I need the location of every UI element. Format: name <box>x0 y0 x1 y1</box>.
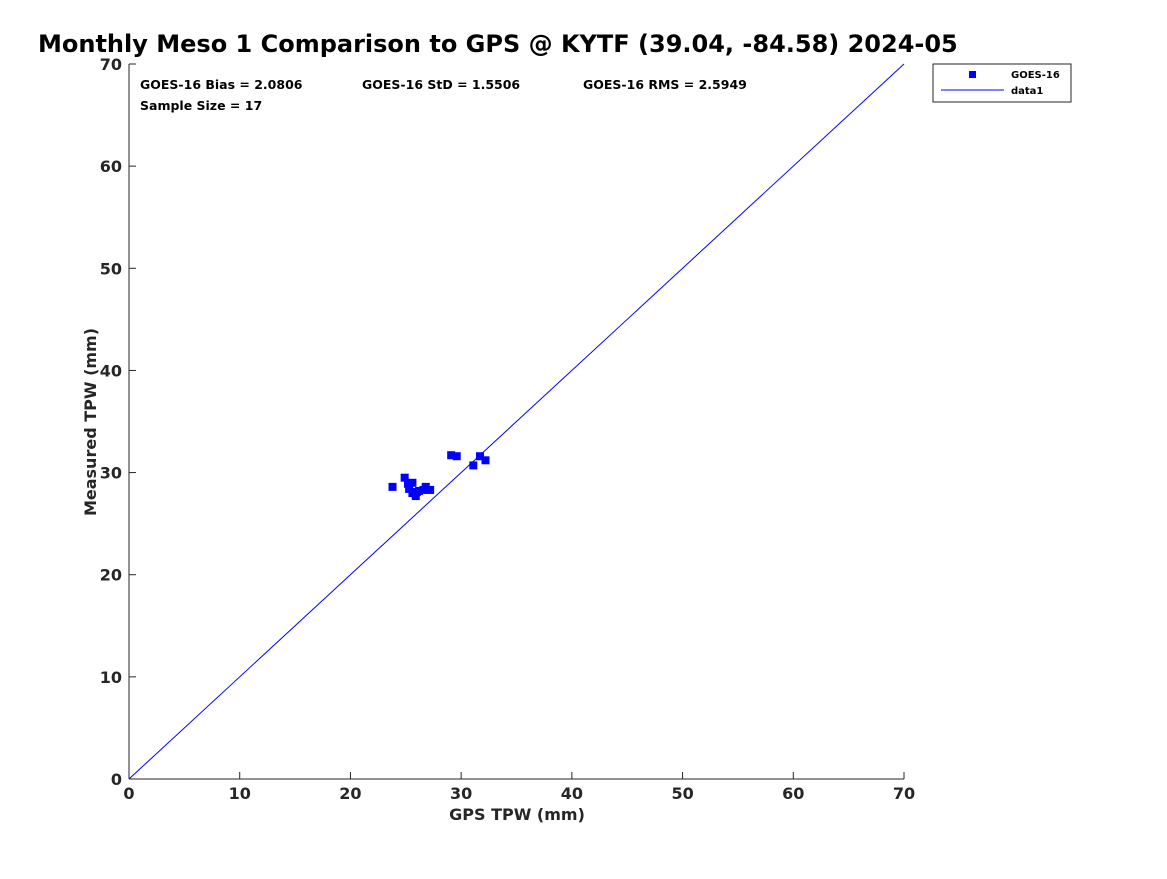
data-point <box>475 452 484 461</box>
legend: GOES-16 data1 <box>932 63 1072 103</box>
data-point <box>412 487 421 496</box>
y-axis-label: Measured TPW (mm) <box>81 328 100 516</box>
data-point <box>388 482 397 491</box>
rms-stat-label: GOES-16 RMS = 2.5949 <box>583 77 747 92</box>
x-tick-label: 10 <box>229 784 251 803</box>
bias-stat-label: GOES-16 Bias = 2.0806 <box>140 77 303 92</box>
x-tick-label: 60 <box>782 784 804 803</box>
data-point <box>469 461 478 470</box>
y-tick-label: 60 <box>100 157 122 176</box>
legend-box <box>932 63 1072 103</box>
data-point <box>426 485 435 494</box>
y-tick-label: 50 <box>100 259 122 278</box>
std-stat-label: GOES-16 StD = 1.5506 <box>362 77 520 92</box>
data-point <box>452 452 461 461</box>
y-tick-label: 30 <box>100 464 122 483</box>
data-point <box>405 484 414 493</box>
x-tick-label: 40 <box>561 784 583 803</box>
x-tick-label: 20 <box>339 784 361 803</box>
sample-size-label: Sample Size = 17 <box>140 98 262 113</box>
x-tick-label: 50 <box>671 784 693 803</box>
legend-label-goes16: GOES-16 <box>1011 70 1060 81</box>
data-point <box>411 492 420 501</box>
chart-title: Monthly Meso 1 Comparison to GPS @ KYTF … <box>38 30 958 58</box>
x-tick-label: 0 <box>123 784 134 803</box>
y-tick-label: 70 <box>100 55 122 74</box>
data-point <box>400 473 409 482</box>
data-point <box>481 456 490 465</box>
x-tick-label: 70 <box>893 784 915 803</box>
series-line-data1 <box>128 63 905 780</box>
x-axis-label: GPS TPW (mm) <box>449 805 585 824</box>
data-point <box>408 478 417 487</box>
data-point <box>447 451 456 460</box>
legend-label-data1: data1 <box>1011 86 1043 97</box>
y-tick-label: 0 <box>111 770 122 789</box>
y-tick-label: 10 <box>100 668 122 687</box>
plot-area: 0 10 20 30 40 50 60 70 0 10 20 30 40 50 60 70 <box>100 55 915 803</box>
legend-marker-goes16 <box>969 71 976 78</box>
y-tick-label: 40 <box>100 361 122 380</box>
data-point <box>421 482 430 491</box>
x-tick-label: 30 <box>450 784 472 803</box>
y-tick-label: 20 <box>100 566 122 585</box>
data-point <box>404 479 412 488</box>
